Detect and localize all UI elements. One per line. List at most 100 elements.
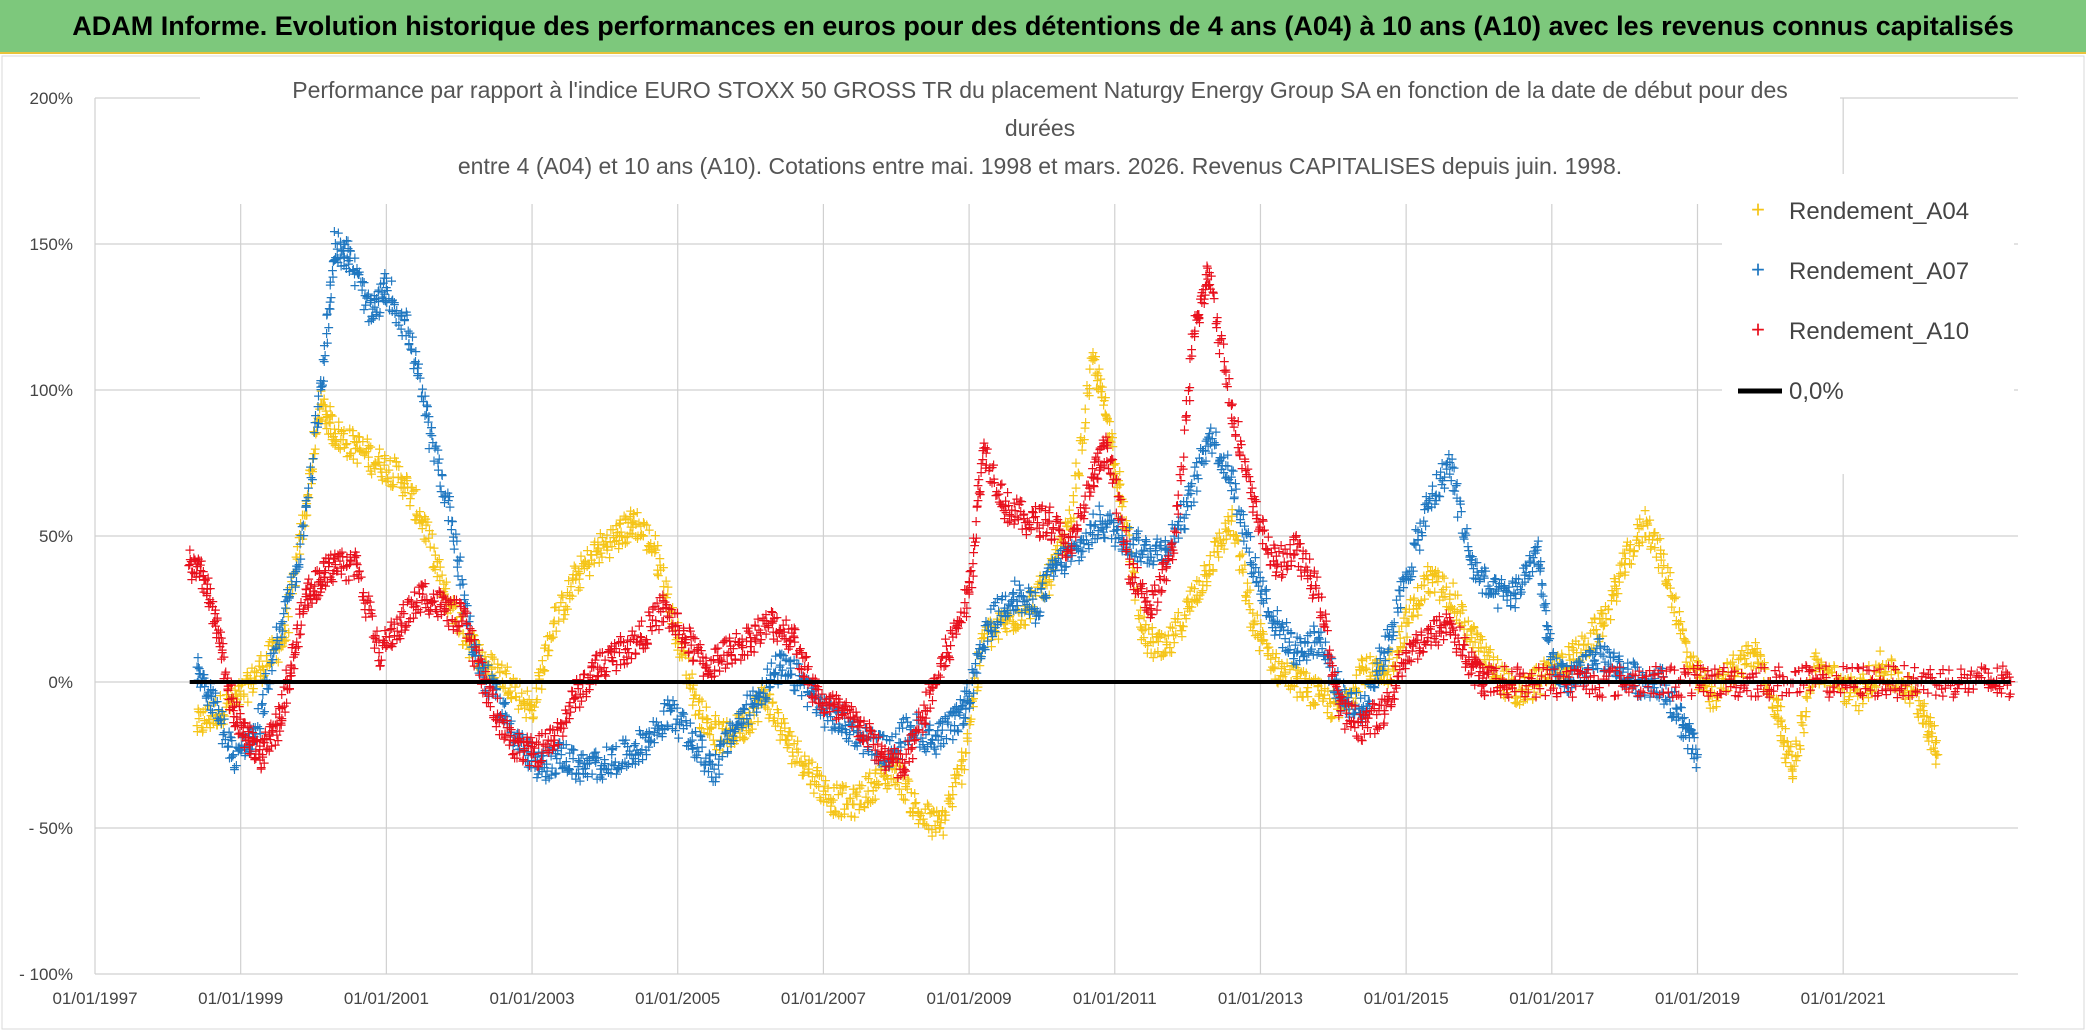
- rendement-a04-point: +: [873, 778, 885, 794]
- rendement-a04-point: +: [294, 546, 306, 562]
- rendement-a04-point: +: [600, 534, 612, 550]
- rendement-a04-point: +: [349, 434, 361, 450]
- rendement-a04-point: +: [527, 711, 539, 727]
- rendement-a04-point: +: [221, 695, 233, 711]
- rendement-a04-point: +: [1786, 762, 1798, 778]
- rendement-a04-point: +: [393, 459, 405, 475]
- rendement-a04-point: +: [310, 426, 322, 442]
- rendement-a04-point: +: [463, 634, 475, 650]
- rendement-a04-point: +: [341, 449, 353, 465]
- rendement-a04-point: +: [914, 812, 926, 828]
- rendement-a04-point: +: [468, 632, 480, 648]
- rendement-a04-point: +: [956, 762, 968, 778]
- rendement-a04-point: +: [726, 731, 738, 747]
- rendement-a04-point: +: [506, 691, 518, 707]
- rendement-a04-point: +: [792, 734, 804, 750]
- rendement-a04-point: +: [406, 486, 418, 502]
- rendement-a04-point: +: [562, 602, 574, 618]
- rendement-a04-point: +: [865, 795, 877, 811]
- rendement-a04-point: +: [729, 736, 741, 752]
- rendement-a04-point: +: [301, 496, 313, 512]
- rendement-a04-point: +: [255, 662, 267, 678]
- rendement-a04-point: +: [480, 654, 492, 670]
- rendement-a04-point: +: [440, 581, 452, 597]
- rendement-a04-point: +: [934, 821, 946, 837]
- rendement-a04-point: +: [280, 633, 292, 649]
- rendement-a04-point: +: [318, 392, 330, 408]
- rendement-a04-point: +: [710, 717, 722, 733]
- rendement-a04-point: +: [670, 636, 682, 652]
- rendement-a04-point: +: [352, 429, 364, 445]
- rendement-a04-point: +: [658, 589, 670, 605]
- rendement-a04-point: +: [893, 781, 905, 797]
- rendement-a04-point: +: [889, 777, 901, 793]
- rendement-a04-point: +: [631, 505, 643, 521]
- rendement-a04-point: +: [904, 804, 916, 820]
- rendement-a04-point: +: [610, 518, 622, 534]
- rendement-a04-point: +: [831, 778, 843, 794]
- rendement-a04-point: +: [759, 682, 771, 698]
- rendement-a04-point: +: [694, 720, 706, 736]
- rendement-a07-point: +: [1291, 645, 1303, 661]
- rendement-a04-point: +: [604, 550, 616, 566]
- rendement-a04-point: +: [492, 657, 504, 673]
- rendement-a04-point: +: [319, 399, 331, 415]
- rendement-a04-point: +: [405, 480, 417, 496]
- rendement-a04-point: +: [827, 792, 839, 808]
- rendement-a04-point: +: [197, 722, 209, 738]
- rendement-a04-point: +: [436, 568, 448, 584]
- rendement-a04-point: +: [301, 508, 313, 524]
- rendement-a04-point: +: [783, 724, 795, 740]
- rendement-a07-point: +: [1461, 521, 1473, 537]
- rendement-a04-point: +: [620, 512, 632, 528]
- rendement-a04-point: +: [681, 676, 693, 692]
- rendement-a04-point: +: [479, 649, 491, 665]
- rendement-a04-point: +: [438, 576, 450, 592]
- rendement-a04-point: +: [485, 671, 497, 687]
- rendement-a04-point: +: [931, 804, 943, 820]
- rendement-a04-point: +: [693, 694, 705, 710]
- rendement-a04-point: +: [611, 533, 623, 549]
- rendement-a04-point: +: [395, 475, 407, 491]
- rendement-a04-point: +: [432, 554, 444, 570]
- rendement-a04-point: +: [542, 648, 554, 664]
- rendement-a04-point: +: [528, 709, 540, 725]
- rendement-a04-point: +: [203, 712, 215, 728]
- rendement-a04-point: +: [272, 654, 284, 670]
- rendement-a04-point: +: [907, 800, 919, 816]
- rendement-a04-point: +: [626, 527, 638, 543]
- rendement-a04-point: +: [816, 769, 828, 785]
- rendement-a04-point: +: [875, 766, 887, 782]
- rendement-a04-point: +: [571, 568, 583, 584]
- rendement-a04-point: +: [558, 603, 570, 619]
- rendement-a04-point: +: [306, 476, 318, 492]
- rendement-a04-point: +: [734, 725, 746, 741]
- rendement-a04-point: +: [540, 638, 552, 654]
- rendement-a04-point: +: [743, 723, 755, 739]
- rendement-a04-point: +: [616, 529, 628, 545]
- rendement-a07-point: +: [1692, 747, 1704, 763]
- rendement-a04-point: +: [317, 397, 329, 413]
- rendement-a04-point: +: [395, 480, 407, 496]
- rendement-a07-point: +: [1444, 455, 1456, 471]
- rendement-a04-point: +: [327, 436, 339, 452]
- rendement-a04-point: +: [850, 786, 862, 802]
- rendement-a04-point: +: [641, 543, 653, 559]
- rendement-a04-point: +: [576, 559, 588, 575]
- rendement-a04-point: +: [567, 567, 579, 583]
- rendement-a04-point: +: [655, 563, 667, 579]
- rendement-a04-point: +: [320, 407, 332, 423]
- rendement-a04-point: +: [422, 514, 434, 530]
- rendement-a04-point: +: [885, 771, 897, 787]
- rendement-a07-point: +: [1192, 471, 1204, 487]
- rendement-a04-point: +: [275, 632, 287, 648]
- rendement-a04-point: +: [627, 515, 639, 531]
- rendement-a04-point: +: [693, 707, 705, 723]
- rendement-a04-point: +: [690, 687, 702, 703]
- data-points: ++++++++++++++++++++++++++++++++++++++++…: [183, 224, 2017, 845]
- rendement-a04-point: +: [956, 776, 968, 792]
- rendement-a04-point: +: [313, 415, 325, 431]
- rendement-a04-point: +: [774, 733, 786, 749]
- rendement-a04-point: +: [315, 414, 327, 430]
- rendement-a04-point: +: [913, 816, 925, 832]
